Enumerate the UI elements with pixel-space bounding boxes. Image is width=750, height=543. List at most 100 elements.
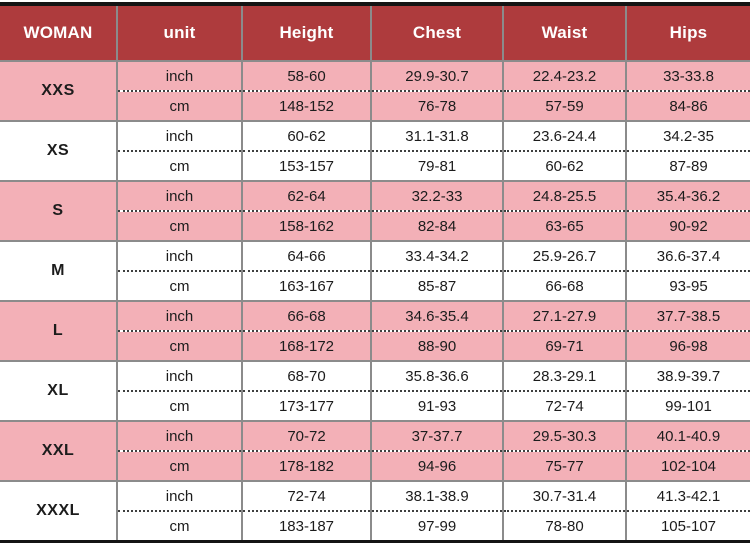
value-cell-waist: 75-77 <box>502 451 626 482</box>
value-cell-chest: 38.1-38.9 <box>370 481 503 512</box>
value-cell-height: 173-177 <box>241 391 371 422</box>
value-cell-hips: 96-98 <box>625 331 750 362</box>
value-cell-chest: 88-90 <box>370 331 503 362</box>
size-cell: XS <box>0 121 117 182</box>
value-cell-height: 66-68 <box>241 301 371 332</box>
unit-cell: inch <box>116 481 242 512</box>
size-cell: L <box>0 301 117 362</box>
value-cell-waist: 22.4-23.2 <box>502 61 626 92</box>
value-cell-waist: 23.6-24.4 <box>502 121 626 152</box>
value-cell-hips: 33-33.8 <box>625 61 750 92</box>
value-cell-waist: 25.9-26.7 <box>502 241 626 272</box>
size-group-cm-row: cm 163-167 85-87 66-68 93-95 <box>0 271 750 302</box>
unit-cell: inch <box>116 301 242 332</box>
unit-cell: cm <box>116 331 242 362</box>
value-cell-hips: 40.1-40.9 <box>625 421 750 452</box>
value-cell-chest: 85-87 <box>370 271 503 302</box>
value-cell-chest: 79-81 <box>370 151 503 182</box>
size-cell: XXS <box>0 61 117 122</box>
value-cell-height: 158-162 <box>241 211 371 242</box>
value-cell-waist: 30.7-31.4 <box>502 481 626 512</box>
value-cell-waist: 63-65 <box>502 211 626 242</box>
value-cell-height: 178-182 <box>241 451 371 482</box>
value-cell-chest: 29.9-30.7 <box>370 61 503 92</box>
value-cell-height: 68-70 <box>241 361 371 392</box>
unit-cell: cm <box>116 451 242 482</box>
value-cell-chest: 31.1-31.8 <box>370 121 503 152</box>
value-cell-waist: 28.3-29.1 <box>502 361 626 392</box>
size-chart-header: WOMAN unit Height Chest Waist Hips <box>0 4 750 62</box>
size-cell: XXXL <box>0 481 117 543</box>
value-cell-waist: 69-71 <box>502 331 626 362</box>
header-row: WOMAN unit Height Chest Waist Hips <box>0 4 750 62</box>
value-cell-height: 58-60 <box>241 61 371 92</box>
size-group-cm-row: cm 173-177 91-93 72-74 99-101 <box>0 391 750 422</box>
value-cell-hips: 93-95 <box>625 271 750 302</box>
size-group-cm-row: cm 178-182 94-96 75-77 102-104 <box>0 451 750 482</box>
header-cell-hips: Hips <box>625 4 750 62</box>
size-group-inch-row: XXS inch 58-60 29.9-30.7 22.4-23.2 33-33.8 <box>0 61 750 122</box>
value-cell-height: 64-66 <box>241 241 371 272</box>
value-cell-height: 148-152 <box>241 91 371 122</box>
value-cell-hips: 35.4-36.2 <box>625 181 750 212</box>
value-cell-waist: 72-74 <box>502 391 626 422</box>
unit-cell: cm <box>116 151 242 182</box>
value-cell-hips: 41.3-42.1 <box>625 481 750 512</box>
size-group-cm-row: cm 168-172 88-90 69-71 96-98 <box>0 331 750 362</box>
header-cell-chest: Chest <box>370 4 503 62</box>
value-cell-chest: 91-93 <box>370 391 503 422</box>
value-cell-waist: 27.1-27.9 <box>502 301 626 332</box>
value-cell-hips: 99-101 <box>625 391 750 422</box>
value-cell-chest: 37-37.7 <box>370 421 503 452</box>
size-group-cm-row: cm 158-162 82-84 63-65 90-92 <box>0 211 750 242</box>
value-cell-chest: 33.4-34.2 <box>370 241 503 272</box>
value-cell-chest: 34.6-35.4 <box>370 301 503 332</box>
value-cell-waist: 24.8-25.5 <box>502 181 626 212</box>
value-cell-waist: 60-62 <box>502 151 626 182</box>
unit-cell: cm <box>116 511 242 543</box>
size-cell: S <box>0 181 117 242</box>
value-cell-hips: 34.2-35 <box>625 121 750 152</box>
value-cell-height: 72-74 <box>241 481 371 512</box>
value-cell-waist: 57-59 <box>502 91 626 122</box>
value-cell-height: 153-157 <box>241 151 371 182</box>
value-cell-hips: 37.7-38.5 <box>625 301 750 332</box>
value-cell-chest: 35.8-36.6 <box>370 361 503 392</box>
size-cell: M <box>0 241 117 302</box>
size-table-body: XXS inch 58-60 29.9-30.7 22.4-23.2 33-33.8 cm 1… <box>0 61 750 543</box>
value-cell-hips: 84-86 <box>625 91 750 122</box>
value-cell-hips: 102-104 <box>625 451 750 482</box>
value-cell-height: 60-62 <box>241 121 371 152</box>
size-group-cm-row: cm 153-157 79-81 60-62 87-89 <box>0 151 750 182</box>
value-cell-height: 163-167 <box>241 271 371 302</box>
value-cell-hips: 90-92 <box>625 211 750 242</box>
size-cell: XXL <box>0 421 117 482</box>
value-cell-hips: 38.9-39.7 <box>625 361 750 392</box>
value-cell-height: 70-72 <box>241 421 371 452</box>
unit-cell: cm <box>116 391 242 422</box>
size-cell: XL <box>0 361 117 422</box>
header-cell-unit: unit <box>116 4 242 62</box>
size-group-inch-row: XL inch 68-70 35.8-36.6 28.3-29.1 38.9-39.7 <box>0 361 750 422</box>
unit-cell: inch <box>116 61 242 92</box>
value-cell-height: 168-172 <box>241 331 371 362</box>
unit-cell: cm <box>116 271 242 302</box>
size-group-inch-row: XS inch 60-62 31.1-31.8 23.6-24.4 34.2-35 <box>0 121 750 182</box>
value-cell-chest: 76-78 <box>370 91 503 122</box>
value-cell-hips: 105-107 <box>625 511 750 543</box>
value-cell-chest: 94-96 <box>370 451 503 482</box>
size-group-cm-row: cm 148-152 76-78 57-59 84-86 <box>0 91 750 122</box>
value-cell-waist: 29.5-30.3 <box>502 421 626 452</box>
unit-cell: inch <box>116 181 242 212</box>
value-cell-waist: 78-80 <box>502 511 626 543</box>
value-cell-chest: 97-99 <box>370 511 503 543</box>
value-cell-height: 183-187 <box>241 511 371 543</box>
unit-cell: cm <box>116 91 242 122</box>
unit-cell: cm <box>116 211 242 242</box>
size-group-inch-row: XXL inch 70-72 37-37.7 29.5-30.3 40.1-40.9 <box>0 421 750 482</box>
header-cell-height: Height <box>241 4 371 62</box>
